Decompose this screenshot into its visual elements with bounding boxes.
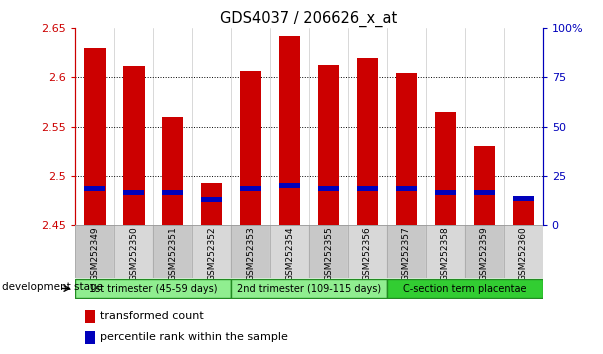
Text: GSM252350: GSM252350 (129, 227, 138, 281)
Title: GDS4037 / 206626_x_at: GDS4037 / 206626_x_at (221, 11, 397, 27)
Text: transformed count: transformed count (99, 312, 203, 321)
Bar (201, 183, 223, 225)
Bar (318, 65, 339, 225)
Text: development stage: development stage (1, 282, 103, 292)
Bar (396, 73, 417, 225)
FancyBboxPatch shape (387, 279, 543, 298)
Bar (513, 196, 534, 201)
Text: GSM252351: GSM252351 (168, 227, 177, 281)
Bar (115, 225, 153, 278)
Text: GSM252357: GSM252357 (402, 227, 411, 281)
Bar (240, 186, 261, 191)
Bar (426, 225, 465, 278)
Bar (474, 190, 495, 195)
Bar (435, 112, 456, 225)
Bar (348, 225, 387, 278)
Bar (396, 186, 417, 191)
Bar (357, 186, 378, 191)
Bar (84, 186, 106, 191)
FancyBboxPatch shape (75, 279, 231, 298)
Bar (465, 225, 504, 278)
Text: GSM252358: GSM252358 (441, 227, 450, 281)
Bar (123, 65, 145, 225)
Bar (435, 190, 456, 195)
Bar (387, 225, 426, 278)
Bar (270, 225, 309, 278)
Text: GSM252353: GSM252353 (246, 227, 255, 281)
Bar (162, 190, 183, 195)
Bar (75, 225, 115, 278)
Bar (201, 197, 222, 202)
Bar (192, 225, 231, 278)
Bar (231, 225, 270, 278)
Bar (84, 48, 106, 225)
Bar (504, 225, 543, 278)
Text: GSM252356: GSM252356 (363, 227, 372, 281)
Bar (153, 225, 192, 278)
Bar (357, 58, 378, 225)
Text: 1st trimester (45-59 days): 1st trimester (45-59 days) (89, 284, 218, 293)
Text: 2nd trimester (109-115 days): 2nd trimester (109-115 days) (237, 284, 381, 293)
Bar (279, 36, 300, 225)
Bar (123, 190, 144, 195)
Text: C-section term placentae: C-section term placentae (403, 284, 526, 293)
Bar (473, 146, 495, 225)
Bar (318, 186, 339, 191)
Bar (84, 310, 95, 323)
Bar (309, 225, 348, 278)
Bar (513, 201, 534, 225)
Text: GSM252354: GSM252354 (285, 227, 294, 281)
Bar (84, 331, 95, 343)
Text: GSM252352: GSM252352 (207, 227, 216, 281)
Text: GSM252355: GSM252355 (324, 227, 333, 281)
Bar (162, 117, 183, 225)
Bar (279, 183, 300, 188)
Text: GSM252359: GSM252359 (480, 227, 489, 281)
Bar (240, 70, 261, 225)
FancyBboxPatch shape (231, 279, 387, 298)
Text: GSM252349: GSM252349 (90, 227, 99, 281)
Text: percentile rank within the sample: percentile rank within the sample (99, 332, 288, 342)
Text: GSM252360: GSM252360 (519, 227, 528, 281)
